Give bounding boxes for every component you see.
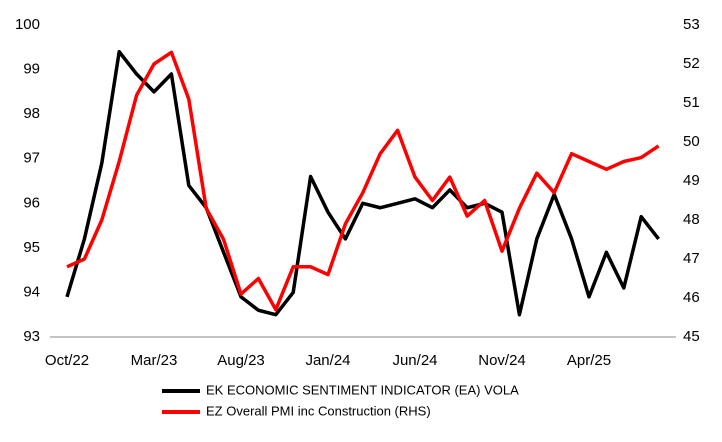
series-line bbox=[65, 49, 660, 317]
x-tick-label: Jun/24 bbox=[392, 352, 437, 369]
series-line bbox=[66, 50, 660, 312]
y-tick-label: 93 bbox=[23, 328, 40, 345]
x-tick-label: Oct/22 bbox=[45, 352, 89, 369]
x-tick-label: Jan/24 bbox=[305, 352, 350, 369]
x-tick-label: Aug/23 bbox=[217, 352, 265, 369]
x-tick-label: Nov/24 bbox=[478, 352, 526, 369]
y-tick-label: 100 bbox=[15, 16, 40, 33]
y2-tick-label: 45 bbox=[683, 328, 700, 345]
x-tick-label: Apr/25 bbox=[567, 352, 611, 369]
legend-label: EZ Overall PMI inc Construction (RHS) bbox=[206, 403, 431, 418]
y2-tick-label: 53 bbox=[683, 16, 700, 33]
y2-tick-label: 48 bbox=[683, 211, 700, 228]
y2-tick-label: 51 bbox=[683, 94, 700, 111]
y-tick-label: 97 bbox=[23, 150, 40, 167]
y-tick-label: 96 bbox=[23, 194, 40, 211]
y2-tick-label: 50 bbox=[683, 133, 700, 150]
y2-tick-label: 47 bbox=[683, 250, 700, 267]
legend-label: EK ECONOMIC SENTIMENT INDICATOR (EA) VOL… bbox=[206, 382, 519, 397]
y-tick-label: 95 bbox=[23, 239, 40, 256]
y2-tick-label: 46 bbox=[683, 289, 700, 306]
y-tick-label: 98 bbox=[23, 105, 40, 122]
y2-tick-label: 49 bbox=[683, 172, 700, 189]
y-tick-label: 99 bbox=[23, 61, 40, 78]
y-tick-label: 94 bbox=[23, 283, 40, 300]
x-tick-label: Mar/23 bbox=[131, 352, 178, 369]
y2-tick-label: 52 bbox=[683, 55, 700, 72]
